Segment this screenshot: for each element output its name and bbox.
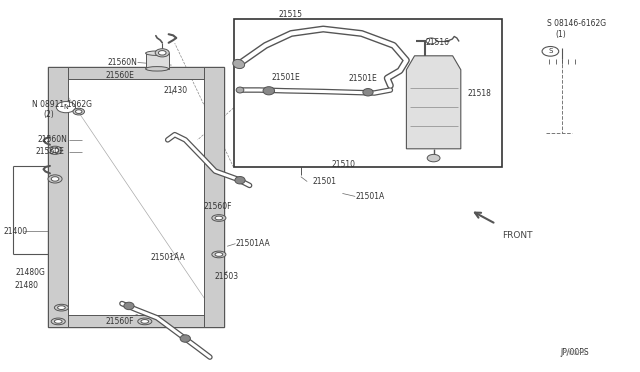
Text: (1): (1) — [556, 30, 566, 39]
Ellipse shape — [48, 146, 62, 154]
Circle shape — [428, 154, 440, 162]
Text: 21480: 21480 — [14, 281, 38, 290]
Text: 21503: 21503 — [214, 272, 239, 280]
Text: 21516: 21516 — [426, 38, 450, 47]
Ellipse shape — [138, 318, 152, 325]
Text: FRONT: FRONT — [502, 231, 533, 240]
Ellipse shape — [73, 108, 84, 115]
Text: 21560F: 21560F — [204, 202, 232, 211]
Ellipse shape — [51, 177, 59, 181]
Ellipse shape — [54, 320, 62, 323]
Text: JP/00PS: JP/00PS — [560, 348, 589, 357]
Text: N 08911-1062G: N 08911-1062G — [32, 100, 92, 109]
Text: 21400: 21400 — [3, 227, 28, 236]
Ellipse shape — [76, 110, 82, 113]
Ellipse shape — [54, 304, 68, 311]
Ellipse shape — [212, 251, 226, 258]
Ellipse shape — [58, 306, 65, 310]
Circle shape — [56, 102, 76, 113]
Text: (2): (2) — [44, 110, 54, 119]
Ellipse shape — [235, 177, 245, 184]
Text: 21518: 21518 — [467, 89, 491, 98]
Text: N: N — [63, 105, 68, 110]
Text: 21560F: 21560F — [106, 317, 134, 326]
Ellipse shape — [180, 335, 191, 342]
Ellipse shape — [236, 87, 244, 93]
Text: 21560N: 21560N — [37, 135, 67, 144]
Text: 21560E: 21560E — [35, 147, 64, 156]
Ellipse shape — [146, 51, 169, 55]
Ellipse shape — [159, 51, 166, 55]
Bar — [48, 315, 224, 327]
Text: 21480G: 21480G — [16, 268, 46, 277]
Text: 21501A: 21501A — [355, 192, 385, 201]
Ellipse shape — [141, 320, 148, 323]
Ellipse shape — [233, 60, 244, 68]
Text: 21515: 21515 — [278, 10, 302, 19]
Ellipse shape — [215, 216, 223, 220]
Text: 21430: 21430 — [163, 86, 188, 94]
Text: S: S — [548, 48, 552, 54]
Text: 21501: 21501 — [312, 177, 337, 186]
Text: 21501E: 21501E — [349, 74, 378, 83]
Ellipse shape — [156, 49, 169, 57]
Text: 21510: 21510 — [332, 160, 356, 169]
Bar — [48, 67, 224, 327]
Ellipse shape — [51, 148, 59, 153]
Bar — [48, 67, 68, 327]
Bar — [234, 19, 502, 167]
Ellipse shape — [51, 318, 65, 325]
Ellipse shape — [124, 302, 134, 310]
Text: 21501AA: 21501AA — [150, 253, 185, 262]
Bar — [68, 79, 204, 315]
Text: 21560N: 21560N — [108, 58, 138, 67]
Text: 21501AA: 21501AA — [236, 239, 270, 248]
Ellipse shape — [48, 175, 62, 183]
Ellipse shape — [212, 215, 226, 221]
Polygon shape — [406, 56, 461, 149]
Circle shape — [542, 46, 559, 56]
Ellipse shape — [263, 87, 275, 95]
Bar — [146, 53, 169, 69]
Ellipse shape — [363, 89, 373, 96]
Text: 21501E: 21501E — [272, 73, 301, 81]
Text: 21560E: 21560E — [106, 71, 134, 80]
Bar — [204, 67, 224, 327]
Text: JP/00PS: JP/00PS — [560, 350, 586, 356]
Bar — [48, 67, 224, 79]
Text: S 08146-6162G: S 08146-6162G — [547, 19, 606, 28]
Ellipse shape — [146, 67, 169, 71]
Circle shape — [426, 38, 436, 44]
Ellipse shape — [215, 253, 223, 256]
